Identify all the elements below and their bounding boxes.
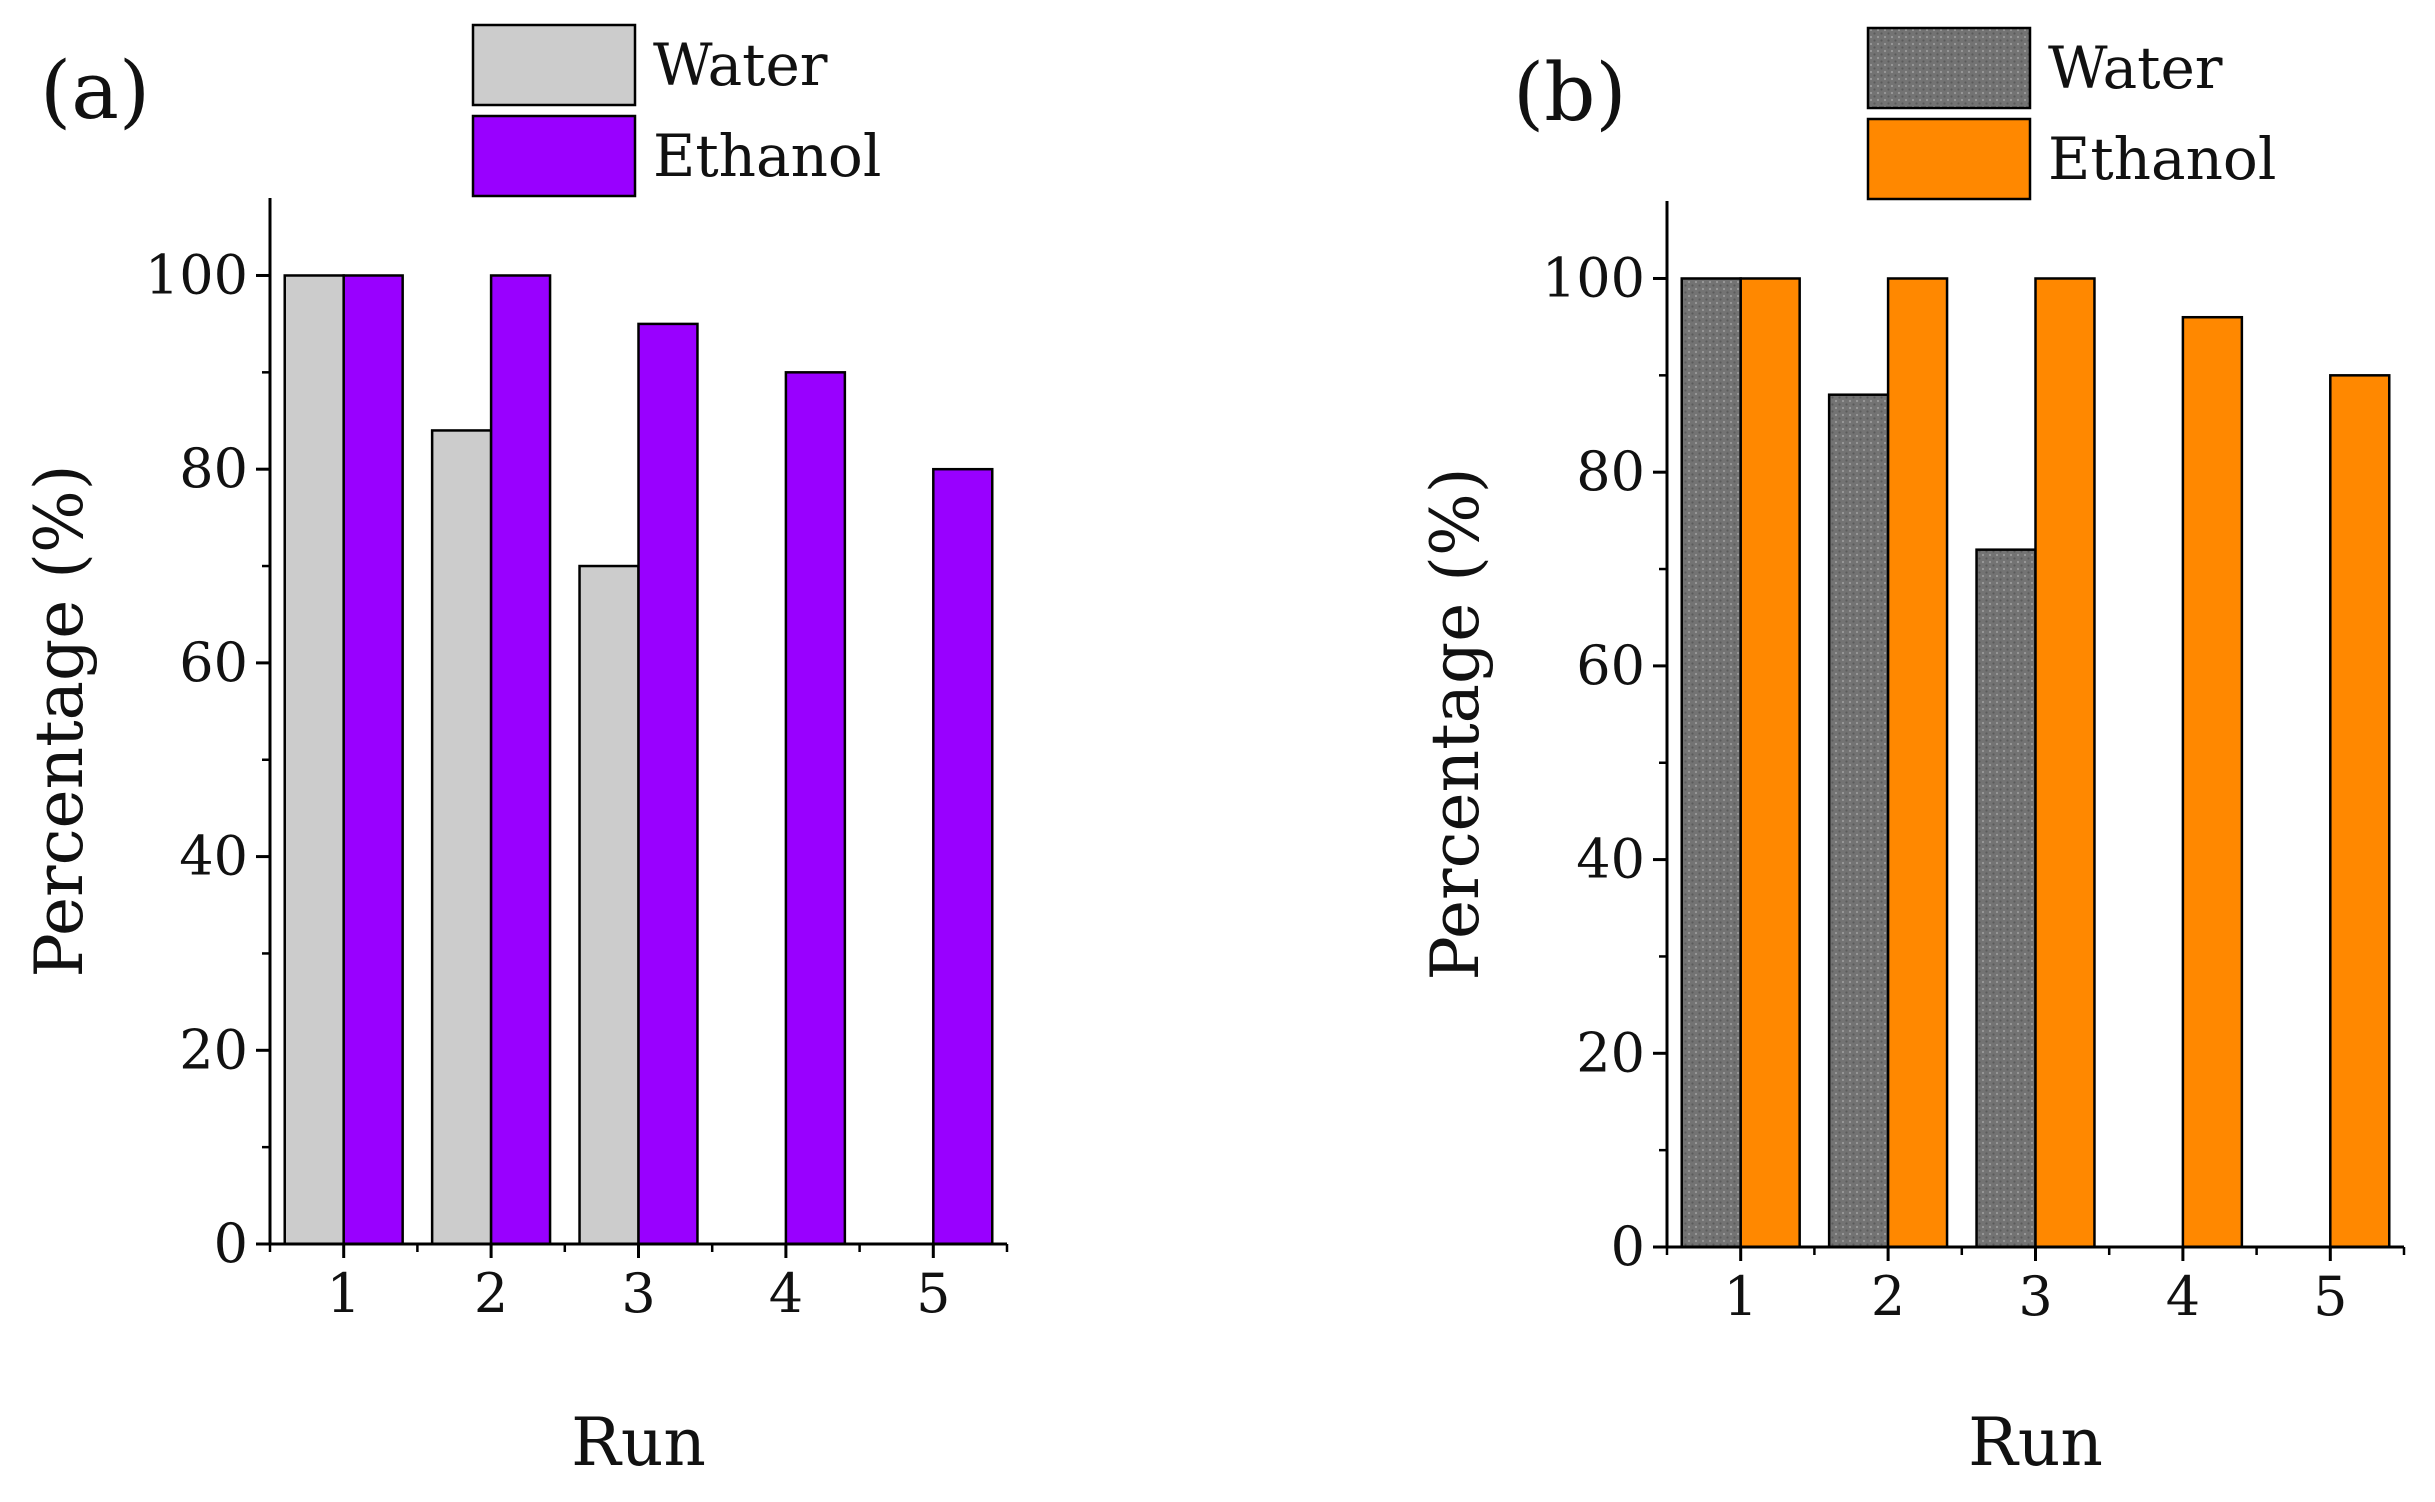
panel-label: (b): [1513, 46, 1627, 139]
y-tick-label: 20: [1576, 1021, 1645, 1084]
y-tick-label: 0: [214, 1212, 248, 1275]
bar-ethanol-run-4: [784, 371, 847, 1246]
bar-ethanol-run-4: [2181, 315, 2244, 1249]
y-tick-label: 40: [179, 825, 248, 888]
y-tick-label: 100: [145, 243, 248, 306]
x-tick-label: 4: [769, 1262, 803, 1325]
x-axis-title: Run: [1968, 1404, 2103, 1481]
y-axis-title: Percentage (%): [21, 465, 98, 978]
legend-swatch-ethanol: [1866, 117, 2032, 201]
legend-label-water: Water: [653, 31, 828, 99]
legend-swatch-water: [1866, 26, 2032, 110]
bar-ethanol-run-2: [1886, 277, 1949, 1249]
bar-water-run-1: [283, 274, 345, 1246]
x-tick-label: 2: [1871, 1265, 1905, 1328]
y-axis-title: Percentage (%): [1417, 468, 1494, 981]
legend-label-water: Water: [2048, 34, 2223, 102]
x-tick-label: 1: [1724, 1265, 1758, 1328]
legend-label-ethanol: Ethanol: [653, 122, 881, 190]
y-tick-label: 40: [1576, 828, 1645, 891]
y-tick-label: 80: [179, 437, 248, 500]
x-tick-label: 1: [327, 1262, 361, 1325]
chart-panel-b: (b) 0 20 40 60 80 100 1 2 3 4 5 Run Percentage (%) Wat…: [1417, 26, 2406, 1481]
bar-water-run-2: [430, 429, 493, 1246]
bar-ethanol-run-5: [932, 467, 994, 1246]
x-tick-label: 3: [2018, 1265, 2052, 1328]
y-tick-label: 0: [1611, 1215, 1645, 1278]
y-tick-label: 20: [179, 1018, 248, 1081]
bar-ethanol-run-1: [342, 274, 404, 1246]
x-tick-label: 3: [621, 1262, 655, 1325]
bar-water-run-3: [578, 564, 640, 1246]
bar-ethanol-run-3: [2034, 277, 2096, 1249]
y-tick-label: 100: [1542, 246, 1645, 309]
x-axis-title: Run: [571, 1404, 706, 1481]
bar-water-run-3: [1975, 548, 2037, 1249]
x-tick-label: 5: [916, 1262, 950, 1325]
bar-ethanol-run-5: [2329, 374, 2391, 1249]
y-tick-label: 60: [179, 631, 248, 694]
panel-label: (a): [40, 44, 150, 137]
x-tick-label: 4: [2166, 1265, 2200, 1328]
bar-ethanol-run-1: [1739, 277, 1801, 1249]
chart-panel-a: (a) 0 20 40 60 80 100 1 2 3 4 5 Run Percentage (%) Wat…: [21, 23, 1009, 1481]
legend-label-ethanol: Ethanol: [2048, 125, 2276, 193]
bar-ethanol-run-2: [489, 274, 552, 1246]
x-tick-label: 2: [474, 1262, 508, 1325]
y-tick-label: 80: [1576, 440, 1645, 503]
legend-swatch-ethanol: [471, 114, 637, 198]
bar-ethanol-run-3: [637, 322, 699, 1246]
legend-swatch-water: [471, 23, 637, 107]
y-tick-label: 60: [1576, 634, 1645, 697]
x-tick-label: 5: [2313, 1265, 2347, 1328]
bar-water-run-1: [1680, 277, 1742, 1249]
bar-water-run-2: [1827, 393, 1890, 1249]
